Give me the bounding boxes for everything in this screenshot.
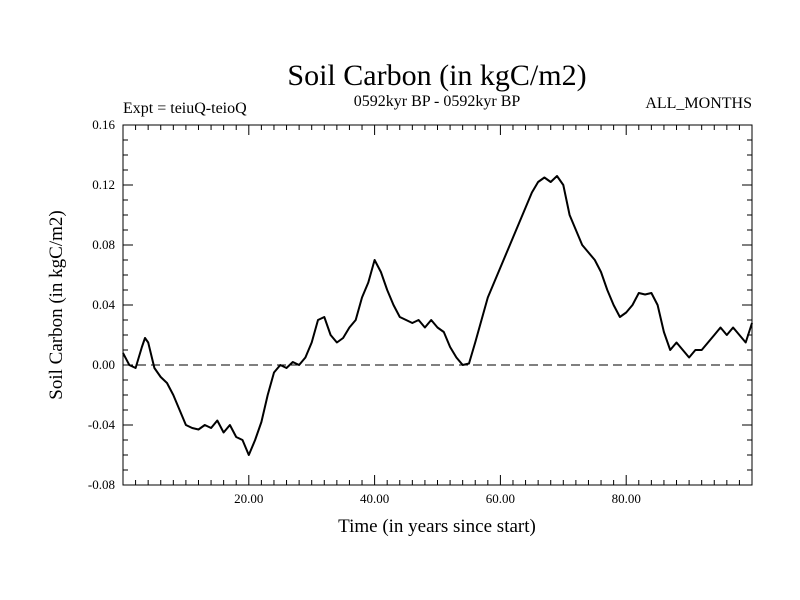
series-line-soil-carbon xyxy=(122,175,753,456)
y-tick-label: 0.04 xyxy=(92,297,115,312)
experiment-label: Expt = teiuQ-teioQ xyxy=(123,100,247,117)
y-axis-label: Soil Carbon (in kgC/m2) xyxy=(46,210,67,399)
y-tick-label: 0.16 xyxy=(92,117,115,132)
y-tick-label: -0.04 xyxy=(88,417,116,432)
x-tick-label: 60.00 xyxy=(486,491,515,506)
x-tick-label: 20.00 xyxy=(234,491,263,506)
y-tick-label: 0.08 xyxy=(92,237,115,252)
x-tick-label: 40.00 xyxy=(360,491,389,506)
plot-area: 20.00 40.00 60.00 80.00 -0.08 -0.04 0.00 0.04 0.… xyxy=(88,117,753,506)
y-tick-label: -0.08 xyxy=(88,477,115,492)
y-tick-label: 0.00 xyxy=(92,357,115,372)
x-axis-label: Time (in years since start) xyxy=(338,516,536,537)
chart-title: Soil Carbon (in kgC/m2) xyxy=(287,59,586,92)
x-tick-label: 80.00 xyxy=(612,491,641,506)
months-label: ALL_MONTHS xyxy=(645,95,752,112)
y-tick-label: 0.12 xyxy=(92,177,115,192)
time-period-label: 0592kyr BP - 0592kyr BP xyxy=(354,93,521,110)
